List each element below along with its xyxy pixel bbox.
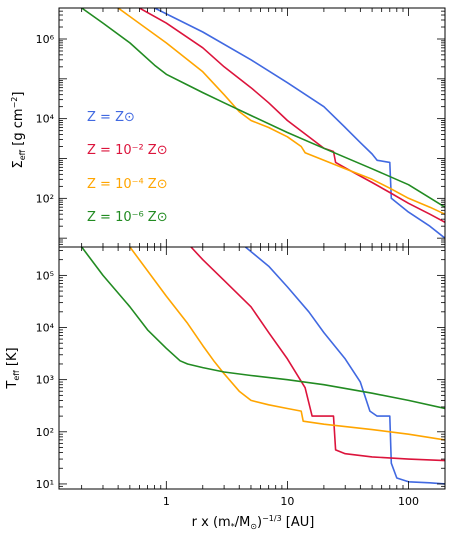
legend-item-z-1e-6: Z = 10⁻⁶ Z⊙ bbox=[87, 210, 168, 225]
top-series-line-1 bbox=[139, 8, 445, 224]
legend-item-z-1e-2: Z = 10⁻² Z⊙ bbox=[87, 143, 168, 158]
top-y-tick-label: 10⁴ bbox=[36, 113, 55, 126]
bottom-series-line-0 bbox=[244, 247, 445, 485]
legend-item-z-solar: Z = Z⊙ bbox=[87, 110, 135, 125]
top-series-line-3 bbox=[81, 8, 445, 208]
legend-item-z-1e-4: Z = 10⁻⁴ Z⊙ bbox=[87, 177, 168, 192]
bottom-series-line-3 bbox=[81, 247, 445, 410]
top-panel: 10² 10⁴ 10⁶ Σeff [g cm−2] Z = Z⊙ Z = 10⁻² … bbox=[10, 7, 446, 248]
x-tick-label: 100 bbox=[398, 495, 419, 508]
bottom-panel: 10¹ 10² 10³ 10⁴ 10⁵ 1 10 100 Teff [K] r x (m*/M… bbox=[5, 246, 446, 531]
bottom-y-tick-label: 10⁴ bbox=[36, 322, 55, 335]
bottom-axes-frame bbox=[58, 246, 446, 490]
bottom-series-group bbox=[81, 247, 445, 485]
bottom-y-tick-label: 10¹ bbox=[36, 478, 54, 491]
x-axis-label: r x (m*/M⊙)−1/3 [AU] bbox=[192, 514, 315, 531]
x-tick-label: 10 bbox=[280, 495, 294, 508]
bottom-y-tick-label: 10² bbox=[36, 426, 54, 439]
top-tick-group: 10² 10⁴ 10⁶ bbox=[36, 7, 446, 248]
bottom-y-axis-label: Teff [K] bbox=[5, 347, 21, 389]
top-y-axis-label: Σeff [g cm−2] bbox=[10, 92, 27, 169]
bottom-y-tick-label: 10⁵ bbox=[36, 269, 54, 282]
top-y-tick-label: 10⁶ bbox=[36, 33, 55, 46]
bottom-y-tick-label: 10³ bbox=[36, 374, 54, 387]
top-series-line-2 bbox=[117, 8, 445, 215]
top-series-line-0 bbox=[154, 8, 445, 239]
bottom-tick-group: 10¹ 10² 10³ 10⁴ 10⁵ 1 10 100 bbox=[36, 247, 446, 508]
top-y-tick-label: 10² bbox=[36, 192, 54, 205]
bottom-series-line-1 bbox=[190, 247, 445, 462]
x-tick-label: 1 bbox=[163, 495, 170, 508]
bottom-series-line-2 bbox=[129, 247, 445, 441]
legend: Z = Z⊙ Z = 10⁻² Z⊙ Z = 10⁻⁴ Z⊙ Z = 10⁻⁶ … bbox=[87, 110, 168, 225]
top-series-group bbox=[81, 8, 445, 239]
